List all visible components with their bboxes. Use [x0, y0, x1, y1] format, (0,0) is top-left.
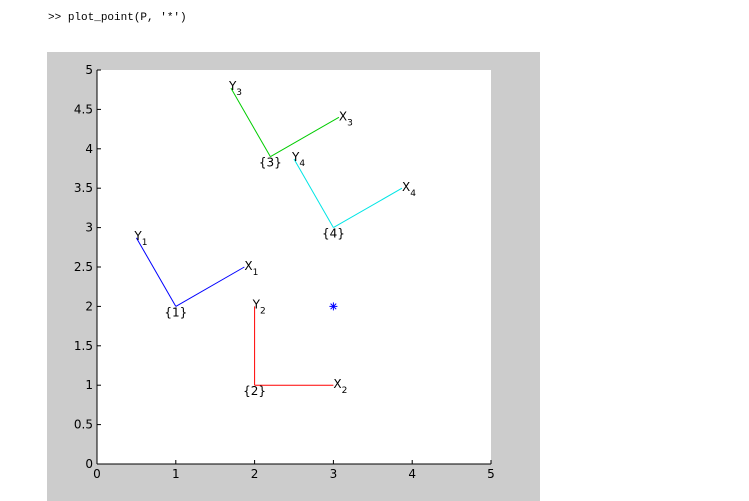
y-tick-label: 3 [85, 221, 93, 235]
point-marker-star [329, 302, 338, 311]
frame-y-label: Y4 [291, 150, 305, 169]
frame-origin-label: {4} [322, 227, 345, 241]
y-tick-label: 3.5 [74, 181, 93, 195]
x-tick-label: 0 [93, 467, 101, 481]
x-tick-label: 3 [330, 467, 338, 481]
y-tick-label: 2 [85, 299, 93, 313]
frame-origin-label: {2} [243, 384, 266, 398]
frame-y-axis [135, 237, 177, 307]
axes: 0 0.5 1 1.5 2 2.5 3 3.5 4 4.5 5 0 1 2 3 4 5 [74, 63, 495, 481]
frame-x-label: X2 [333, 377, 347, 396]
axes-background [97, 70, 491, 464]
command-line: >> plot_point(P, '*') [48, 12, 187, 24]
y-tick-label: 1 [85, 378, 93, 392]
y-tick-label: 4 [85, 142, 93, 156]
frame-x-axis [333, 187, 403, 229]
y-tick-label: 5 [85, 63, 93, 77]
plotted-points [329, 302, 338, 311]
frame-origin-label: {1} [164, 305, 187, 319]
star-stroke [330, 303, 337, 310]
frame-y-label: Y3 [228, 79, 242, 98]
y-tick-label: 0.5 [74, 418, 93, 432]
command-text: plot_point(P, '*') [67, 12, 187, 24]
y-tick-label: 4.5 [74, 102, 93, 116]
frame-x-label: X4 [402, 180, 416, 199]
y-tick-label: 1.5 [74, 339, 93, 353]
frame-x-label: X3 [339, 109, 353, 128]
frame-x-label: X1 [244, 259, 258, 278]
coordinate-frames: {1} X1 Y1 {2} X2 Y2 {3} X3 Y3 {4} X4 Y4 [133, 79, 416, 398]
x-tick-label: 1 [172, 467, 180, 481]
command-prompt: >> [48, 12, 62, 24]
x-tick-label: 4 [408, 467, 416, 481]
frame-y-axis [230, 87, 271, 157]
frame-y-axis [293, 158, 334, 228]
y-tick-label: 0 [85, 457, 93, 471]
frame-x-axis [175, 266, 245, 307]
frame-x-axis [270, 116, 340, 158]
frame-y-label: Y2 [252, 297, 266, 316]
y-tick-label: 2.5 [74, 260, 93, 274]
x-tick-label: 5 [487, 467, 495, 481]
frame-origin-label: {3} [259, 156, 282, 170]
x-tick-label: 2 [251, 467, 259, 481]
frame-y-label: Y1 [133, 229, 147, 248]
